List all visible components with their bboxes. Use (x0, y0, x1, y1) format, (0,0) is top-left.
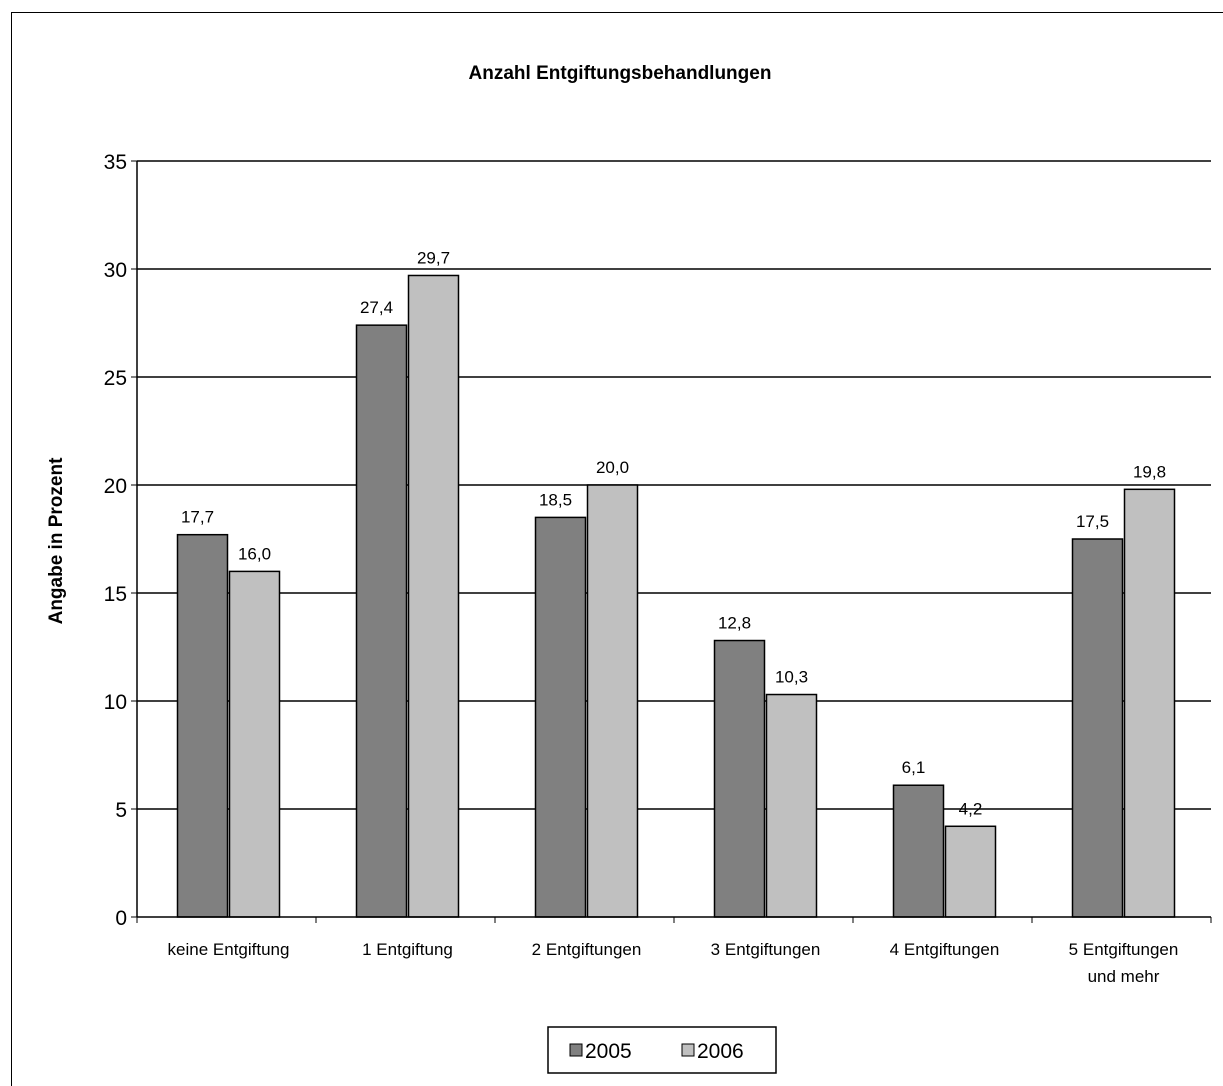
data-label: 12,8 (718, 614, 751, 633)
bars (176, 274, 1176, 918)
bar-2005 (713, 639, 766, 918)
bar-2006 (407, 274, 460, 918)
category-label: 4 Entgiftungen (890, 940, 1000, 959)
gridlines (137, 160, 1211, 810)
category-label: und mehr (1088, 967, 1160, 986)
axes: 0 5 10 15 20 25 30 35 keine Entgiftung 1 Entgiftu… (104, 151, 1212, 986)
data-label: 18,5 (539, 490, 572, 509)
chart-frame (11, 12, 1223, 1086)
legend: 2005 2006 (547, 1026, 777, 1074)
y-tick-label: 35 (104, 151, 127, 174)
chart-title: Anzahl Entgiftungsbehandlungen (469, 63, 772, 84)
data-labels: 17,7 16,0 27,4 29,7 18,5 20,0 12,8 10,3 6,1 4,2 17… (181, 248, 1166, 818)
y-tick-label: 20 (104, 475, 127, 498)
data-label: 4,2 (959, 799, 983, 818)
y-tick-label: 25 (104, 367, 127, 390)
category-label: 2 Entgiftungen (532, 940, 642, 959)
bar-2006 (944, 825, 997, 918)
y-tick-label: 0 (115, 907, 127, 930)
data-label: 16,0 (238, 544, 271, 563)
y-tick-label: 30 (104, 259, 127, 282)
legend-label: 2006 (697, 1040, 744, 1063)
bar-2006 (228, 570, 281, 918)
bar-2005 (534, 516, 587, 918)
y-axis-label: Angabe in Prozent (46, 457, 67, 624)
legend-box (547, 1026, 777, 1074)
y-tick-label: 15 (104, 583, 127, 606)
data-label: 29,7 (417, 248, 450, 267)
data-label: 10,3 (775, 668, 808, 687)
category-label: 1 Entgiftung (362, 940, 453, 959)
data-label: 19,8 (1133, 462, 1166, 481)
bar-2005 (355, 324, 408, 918)
bar-2005 (892, 784, 945, 918)
y-tick-label: 5 (115, 799, 127, 822)
legend-label: 2005 (585, 1040, 632, 1063)
data-label: 20,0 (596, 458, 629, 477)
bar-2006 (765, 693, 818, 918)
legend-swatch (681, 1043, 695, 1057)
y-tick-label: 10 (104, 691, 127, 714)
bar-2005 (1071, 538, 1124, 918)
bar-2005 (176, 533, 229, 918)
category-label: keine Entgiftung (168, 940, 290, 959)
data-label: 17,5 (1076, 512, 1109, 531)
data-label: 17,7 (181, 508, 214, 527)
category-label: 3 Entgiftungen (711, 940, 821, 959)
bar-2006 (1123, 488, 1176, 918)
bar-2006 (586, 484, 639, 918)
data-label: 6,1 (902, 758, 926, 777)
category-label: 5 Entgiftungen (1069, 940, 1179, 959)
legend-swatch (569, 1043, 583, 1057)
data-label: 27,4 (360, 298, 393, 317)
